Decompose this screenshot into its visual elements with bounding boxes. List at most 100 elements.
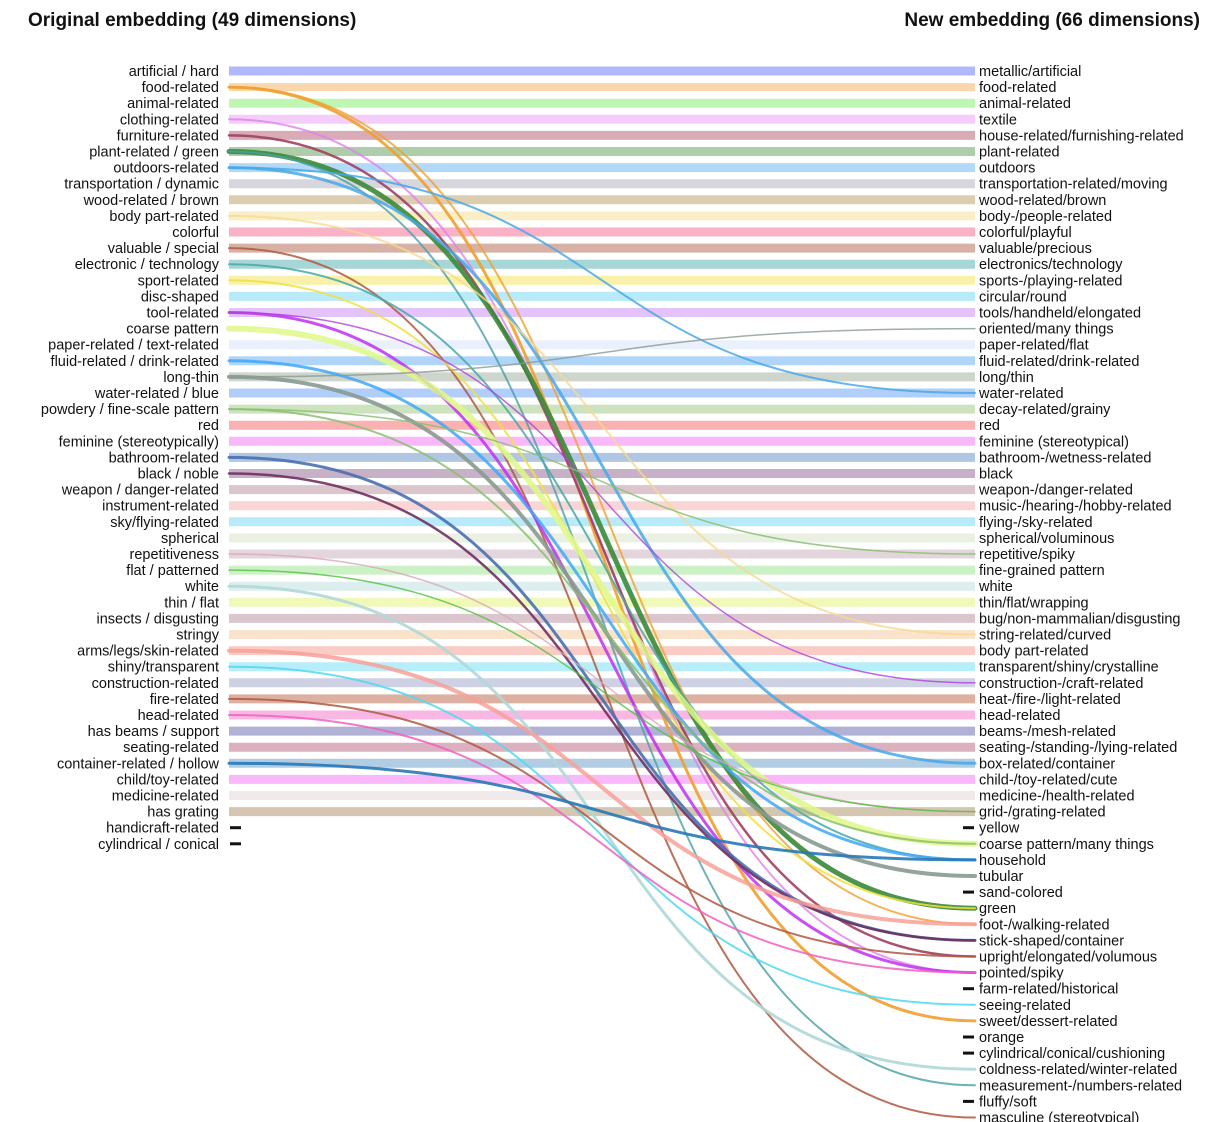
left-label-long-thin: long-thin	[163, 370, 219, 386]
left-label-arms-legs-skin-related: arms/legs/skin-related	[77, 644, 219, 660]
right-label-transparent-shiny-crystalline: transparent/shiny/crystalline	[979, 660, 1159, 676]
right-label-fluid-related-drink-related: fluid-related/drink-related	[979, 354, 1139, 370]
right-label-body-people-related: body-/people-related	[979, 209, 1112, 225]
left-label-spherical: spherical	[161, 531, 219, 547]
right-label-repetitive-spiky: repetitive/spiky	[979, 547, 1076, 563]
right-label-sand-colored: sand-colored	[979, 885, 1063, 901]
right-label-pointed-spiky: pointed/spiky	[979, 966, 1064, 982]
right-label-box-related-container: box-related/container	[979, 756, 1115, 772]
right-label-masculine-stereotypical: masculine (stereotypical)	[979, 1111, 1139, 1122]
right-label-yellow: yellow	[979, 821, 1020, 837]
right-label-tubular: tubular	[979, 869, 1024, 885]
connection-long-thin-to-oriented-many-things	[228, 327, 976, 378]
left-label-fire-related: fire-related	[150, 692, 219, 708]
right-label-food-related: food-related	[979, 80, 1056, 96]
left-label-disc-shaped: disc-shaped	[141, 289, 219, 305]
right-label-spherical-voluminous: spherical/voluminous	[979, 531, 1114, 547]
left-label-cylindrical-conical: cylindrical / conical	[98, 837, 219, 853]
left-label-artificial-hard: artificial / hard	[129, 64, 219, 80]
left-dimension-labels: artificial / hardfood-relatedanimal-rela…	[41, 64, 241, 853]
right-label-thin-flat-wrapping: thin/flat/wrapping	[979, 595, 1089, 611]
left-label-sky-flying-related: sky/flying-related	[110, 515, 219, 531]
right-label-stick-shaped-container: stick-shaped/container	[979, 933, 1124, 949]
right-unmatched-marker	[963, 1051, 974, 1055]
connection-plant-related-green-to-green	[226, 149, 978, 911]
left-label-furniture-related: furniture-related	[117, 128, 219, 144]
right-label-coarse-pattern-many-things: coarse pattern/many things	[979, 837, 1154, 853]
right-label-tools-handheld-elongated: tools/handheld/elongated	[979, 306, 1141, 322]
connection-powdery-fine-scale-pattern-to-coarse-pattern-many-things	[228, 408, 976, 845]
left-label-animal-related: animal-related	[127, 96, 219, 112]
connection-arms-legs-skin-related-to-foot-walking-related	[227, 648, 977, 927]
left-label-clothing-related: clothing-related	[120, 112, 219, 128]
left-label-body-part-related: body part-related	[109, 209, 219, 225]
right-label-heat-fire-light-related: heat-/fire-/light-related	[979, 692, 1121, 708]
right-label-measurement-numbers-related: measurement-/numbers-related	[979, 1078, 1182, 1094]
left-label-colorful: colorful	[172, 225, 219, 241]
right-embedding-title: New embedding (66 dimensions)	[904, 10, 1200, 31]
right-label-grid-grating-related: grid-/grating-related	[979, 805, 1106, 821]
left-label-flat-patterned: flat / patterned	[126, 563, 219, 579]
left-unmatched-marker	[230, 826, 241, 830]
left-embedding-title: Original embedding (49 dimensions)	[28, 10, 356, 31]
right-label-valuable-precious: valuable/precious	[979, 241, 1092, 257]
left-label-construction-related: construction-related	[92, 676, 219, 692]
right-label-white: white	[978, 579, 1013, 595]
right-label-household: household	[979, 853, 1046, 869]
connection-repetitiveness-to-grid-grating-related	[228, 553, 976, 813]
right-label-metallic-artificial: metallic/artificial	[979, 64, 1081, 80]
connection-sport-related-to-green	[228, 279, 976, 910]
right-label-oriented-many-things: oriented/many things	[979, 322, 1114, 338]
left-label-sport-related: sport-related	[138, 273, 219, 289]
right-label-bathroom-wetness-related: bathroom-/wetness-related	[979, 450, 1151, 466]
right-label-paper-related-flat: paper-related/flat	[979, 338, 1089, 354]
left-label-red: red	[198, 418, 219, 434]
right-label-music-hearing-hobby-related: music-/hearing-/hobby-related	[979, 499, 1172, 515]
right-label-plant-related: plant-related	[979, 145, 1060, 161]
right-label-bug-non-mammalian-disgusting: bug/non-mammalian/disgusting	[979, 611, 1181, 627]
connection-outdoors-related-to-water-related	[228, 166, 976, 394]
right-unmatched-marker	[963, 1035, 974, 1039]
right-label-sweet-dessert-related: sweet/dessert-related	[979, 1014, 1118, 1030]
left-label-weapon-danger-related: weapon / danger-related	[61, 483, 219, 499]
right-label-outdoors: outdoors	[979, 161, 1035, 177]
left-label-powdery-fine-scale-pattern: powdery / fine-scale pattern	[41, 402, 219, 418]
right-label-head-related: head-related	[979, 708, 1060, 724]
connection-fluid-related-drink-related-to-household	[227, 359, 977, 862]
right-label-animal-related: animal-related	[979, 96, 1071, 112]
connection-furniture-related-to-upright-elongated-volumous	[227, 134, 977, 958]
left-label-seating-related: seating-related	[123, 740, 219, 756]
left-label-thin-flat: thin / flat	[164, 595, 219, 611]
left-label-instrument-related: instrument-related	[102, 499, 219, 515]
right-label-long-thin: long/thin	[979, 370, 1034, 386]
right-label-green: green	[979, 901, 1016, 917]
right-unmatched-marker	[963, 890, 974, 894]
connection-powdery-fine-scale-pattern-to-repetitive-spiky	[228, 408, 976, 555]
connection-outdoors-related-to-box-related-container	[227, 166, 977, 765]
right-label-farm-related-historical: farm-related/historical	[979, 982, 1118, 998]
right-label-construction-craft-related: construction-/craft-related	[979, 676, 1143, 692]
left-label-paper-related-text-related: paper-related / text-related	[48, 338, 219, 354]
right-label-red: red	[979, 418, 1000, 434]
left-label-handicraft-related: handicraft-related	[106, 821, 219, 837]
connection-electronic-technology-to-household	[228, 263, 976, 861]
right-label-fine-grained-pattern: fine-grained pattern	[979, 563, 1105, 579]
right-label-medicine-health-related: medicine-/health-related	[979, 789, 1135, 805]
left-label-stringy: stringy	[176, 628, 219, 644]
right-label-seeing-related: seeing-related	[979, 998, 1071, 1014]
connection-body-part-related-to-string-related-curved	[228, 214, 976, 636]
left-label-food-related: food-related	[142, 80, 219, 96]
right-label-textile: textile	[979, 112, 1017, 128]
connection-tool-related-to-pointed-spiky	[227, 311, 977, 975]
connection-coarse-pattern-to-coarse-pattern-many-things	[226, 325, 978, 847]
connection-tool-related-to-construction-craft-related	[228, 311, 976, 684]
connection-shiny-transparent-to-seeing-related	[228, 665, 976, 1006]
left-label-feminine-stereotypically: feminine (stereotypically)	[59, 434, 219, 450]
left-label-plant-related-green: plant-related / green	[89, 145, 219, 161]
left-label-water-related-blue: water-related / blue	[94, 386, 219, 402]
right-label-body-part-related: body part-related	[979, 644, 1089, 660]
right-label-weapon-danger-related: weapon-/danger-related	[978, 483, 1133, 499]
connection-food-related-to-foot-walking-related	[228, 86, 976, 926]
connection-fire-related-to-upright-elongated-volumous	[228, 697, 976, 958]
left-label-fluid-related-drink-related: fluid-related / drink-related	[51, 354, 219, 370]
